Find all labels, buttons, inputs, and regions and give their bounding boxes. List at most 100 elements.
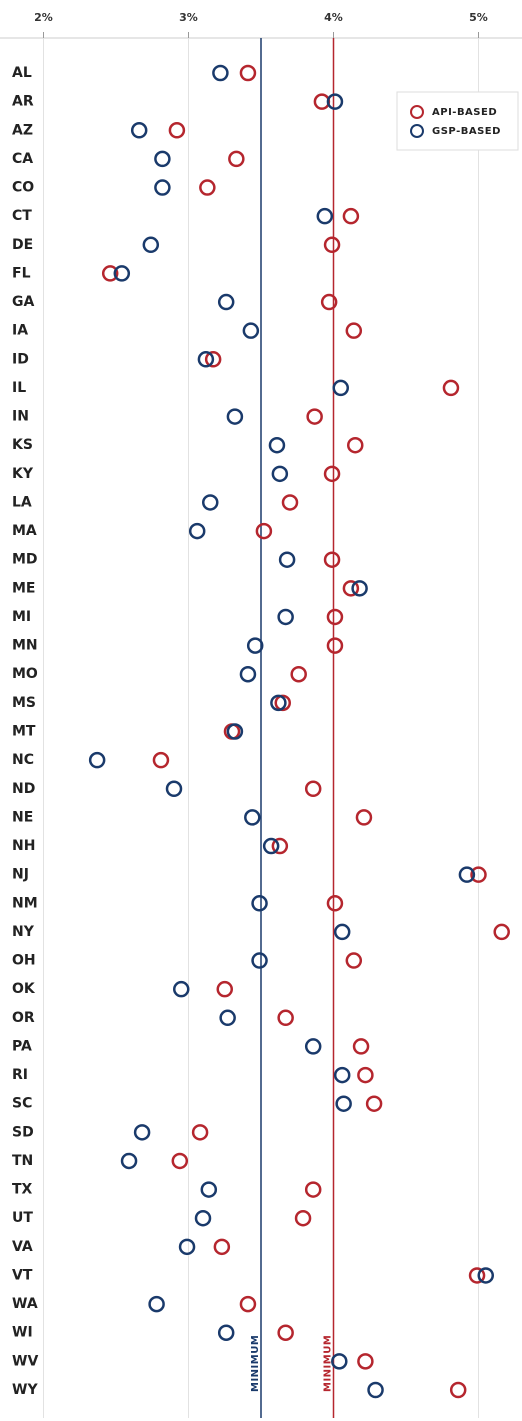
category-label: RI [12,1067,28,1083]
dot [326,608,344,626]
category-label: CO [12,180,34,196]
category-label: VT [12,1267,33,1283]
category-label: NC [12,752,34,768]
dot [352,1038,370,1055]
dot [294,1209,312,1227]
dot [304,780,322,798]
category-label: NY [12,924,35,940]
dot [239,1295,257,1313]
dot [271,465,289,483]
category-label: IN [12,409,29,425]
dot [199,179,216,196]
dot [351,580,368,597]
legend-box [396,91,519,151]
category-label: TX [12,1182,33,1198]
category-label: NJ [12,867,29,883]
legend-label: API-BASED [432,107,497,118]
category-label: CA [12,151,33,167]
category-label: NM [12,895,38,911]
dot [217,1324,235,1341]
reference-label: MINIMUM [323,1335,334,1392]
dot [251,952,268,969]
dot [268,436,286,454]
category-label: MS [12,695,36,711]
legend-swatch [410,124,424,138]
category-label: LA [12,494,32,510]
dot [355,809,373,826]
dot [326,637,344,654]
dot [219,1009,236,1027]
x-tick-label: 4% [324,11,343,24]
x-tick-label: 2% [34,11,53,24]
dot [277,1324,294,1341]
dot [251,895,268,912]
marks [88,64,510,1399]
reference-label: MINIMUM [250,1335,261,1392]
dot [281,494,299,511]
x-tick-label: 5% [469,11,488,24]
category-label: KY [12,466,34,482]
category-label: IL [12,380,26,396]
dot [168,122,186,139]
dot [347,436,364,454]
dot [246,637,264,654]
dot [255,522,273,540]
dot [173,980,190,998]
dot [154,150,171,168]
dot [323,465,341,483]
dot [142,236,160,254]
category-label: CT [12,208,32,224]
dot [335,1095,352,1112]
dot [277,1009,294,1027]
dot [148,1295,165,1313]
category-label: NE [12,809,33,825]
dot [154,179,171,196]
category-label: MO [12,666,38,682]
dot [277,608,294,626]
category-label: NH [12,838,35,854]
category-label: DE [12,237,33,253]
category-label: MA [12,523,37,539]
dot [226,723,244,740]
category-labels: AL AR AZ CA CO CT DE FL GA IA ID IL IN KS KY LA MA MD ME MI… [12,65,38,1398]
dot [332,379,349,397]
dot [228,150,245,168]
dot [306,408,323,425]
dot [331,1353,348,1370]
category-label: WY [12,1382,38,1398]
dot [212,64,229,82]
dot [470,866,487,883]
dot [133,1124,151,1141]
dot [326,93,344,110]
dot [202,494,219,511]
dot [165,780,183,798]
category-label: OH [12,953,36,969]
dot [216,980,233,998]
dot [191,1124,209,1141]
legend-swatch [410,105,424,119]
category-label: GA [12,294,34,310]
dot [178,1238,196,1256]
dot [88,751,106,769]
category-label: WA [12,1296,38,1312]
dot [493,923,510,941]
category-label: PA [12,1038,32,1054]
dot [367,1381,384,1399]
category-label: WV [12,1353,38,1369]
dot [345,322,363,339]
dot [101,265,119,282]
dot [342,207,360,225]
dot [357,1353,374,1370]
dot [204,351,222,368]
category-label: FL [12,265,31,281]
dot [213,1238,231,1256]
dot [442,379,460,397]
category-label: MD [12,552,38,568]
dot [449,1381,467,1399]
dot [197,351,215,368]
category-label: SC [12,1096,32,1112]
category-label: OR [12,1010,35,1026]
dot [345,952,363,969]
dot [120,1152,138,1170]
